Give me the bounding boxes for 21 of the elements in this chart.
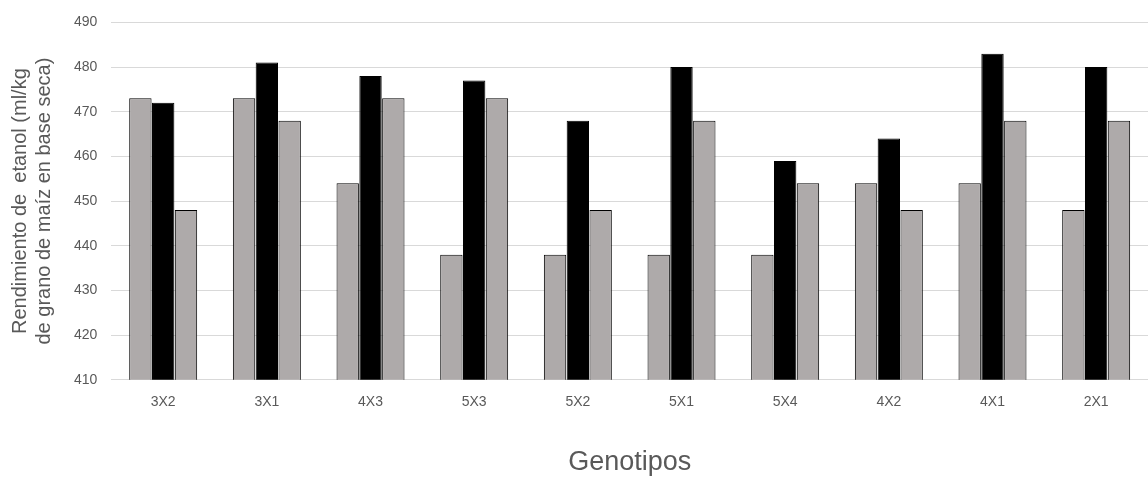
x-tick-label: 5X4: [772, 393, 798, 410]
y-tick-label: 460: [74, 147, 98, 164]
x-tick-label: 5X2: [565, 393, 591, 410]
x-tick-label: 4X1: [980, 393, 1006, 410]
y-tick-label: 430: [74, 281, 98, 298]
x-tick-label: 5X1: [669, 393, 695, 410]
x-tick-label: 3X2: [150, 393, 176, 410]
y-tick-label: 440: [74, 236, 98, 253]
x-axis-title: Genotipos: [568, 446, 692, 477]
y-tick-label: 480: [74, 57, 98, 74]
y-tick-label: 420: [74, 325, 98, 342]
y-tick-label: 470: [74, 102, 98, 119]
y-tick-label: 410: [74, 370, 98, 387]
x-tick-label: 4X2: [876, 393, 902, 410]
y-tick-label: 450: [74, 191, 98, 208]
y-axis-title: Rendimiento de etanol (ml/kg de grano de maíz en base seca): [7, 57, 54, 345]
x-tick-label: 5X3: [461, 393, 487, 410]
x-tick-label: 4X3: [358, 393, 384, 410]
y-tick-label: 490: [74, 13, 98, 30]
x-tick-label: 3X1: [254, 393, 280, 410]
x-tick-label: 2X1: [1083, 393, 1109, 410]
